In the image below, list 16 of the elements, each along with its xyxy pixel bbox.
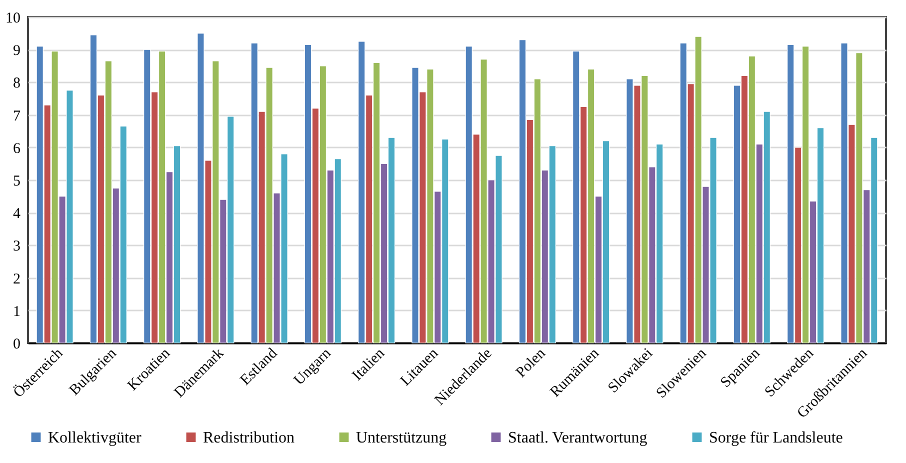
y-tick-label: 2 [13,271,20,288]
legend-label: Unterstützung [356,429,447,446]
y-tick-label: 9 [13,43,20,60]
legend-label: Kollektivgüter [48,429,142,446]
y-tick-label: 6 [13,140,21,157]
y-tick-label: 4 [13,206,21,222]
y-tick-label: 5 [13,174,20,190]
legend-label: Redistribution [203,429,295,446]
y-tick-label: 10 [6,10,20,26]
legend-label: Staatl. Verantwortung [508,429,648,446]
legend-label: Sorge für Landsleute [709,429,843,446]
y-tick-label: 8 [13,76,20,92]
y-tick-label: 0 [13,336,20,352]
y-tick-label: 7 [13,108,21,124]
y-tick-label: 1 [13,304,20,320]
y-tick-label: 3 [13,238,20,255]
